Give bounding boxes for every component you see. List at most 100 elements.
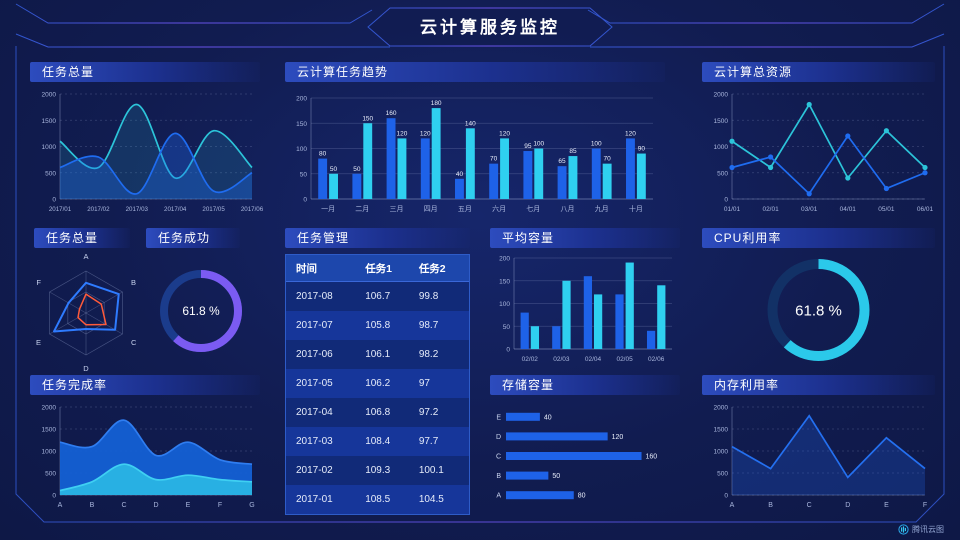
radar-grid-ring bbox=[49, 270, 123, 356]
hbar-bar bbox=[506, 412, 540, 421]
series-cyan-area bbox=[60, 104, 252, 199]
bar-value-label: 120 bbox=[625, 130, 636, 137]
y-tick-label: 1500 bbox=[714, 427, 729, 434]
table-cell: 106.2 bbox=[365, 378, 391, 389]
table-cell: 97.2 bbox=[418, 407, 439, 418]
radar-axis-label: C bbox=[131, 338, 137, 347]
series-blue-bar bbox=[583, 276, 592, 349]
bar-value-label: 180 bbox=[431, 100, 442, 107]
series-blue-bar bbox=[557, 166, 567, 199]
series-blue-line bbox=[59, 419, 253, 466]
bar-value-label: 100 bbox=[533, 141, 544, 148]
series-blue-marker bbox=[768, 154, 774, 160]
y-tick-label: 0 bbox=[724, 493, 728, 500]
panel-title-storage: 存储容量 bbox=[490, 375, 680, 395]
panel-task-management: 任务管理 时间 任务1 任务2 2017-08 106.7 99.8 2017-07 105.… bbox=[285, 228, 470, 515]
x-tick-label: 02/03 bbox=[553, 356, 570, 363]
series-blue-bar bbox=[489, 163, 499, 199]
x-tick-label: G bbox=[249, 502, 254, 509]
y-tick-label: 1500 bbox=[42, 118, 57, 125]
series-blue-marker bbox=[883, 185, 889, 192]
panel-title-memory: 内存利用率 bbox=[702, 375, 935, 395]
table-cell: 105.8 bbox=[365, 320, 391, 331]
hbar-value-label: 80 bbox=[578, 493, 586, 500]
y-tick-label: 200 bbox=[296, 96, 307, 103]
y-tick-label: 0 bbox=[52, 197, 56, 204]
x-tick-label: D bbox=[845, 502, 850, 509]
x-tick-label: 三月 bbox=[390, 205, 404, 213]
header-line-right-upper bbox=[587, 3, 945, 24]
series-blue-marker bbox=[845, 133, 851, 139]
bar-value-label: 150 bbox=[362, 115, 373, 122]
series-orange-polygon bbox=[77, 293, 107, 326]
x-tick-label: 02/06 bbox=[648, 356, 665, 363]
task-success-donut: 61.8 % bbox=[160, 270, 242, 352]
table-header-cell: 时间 bbox=[296, 262, 317, 275]
bar-value-label: 120 bbox=[499, 130, 510, 137]
hbar-value-label: 50 bbox=[552, 473, 560, 480]
table-row: 2017-04 106.8 97.2 bbox=[286, 398, 469, 427]
header-line-left-lower bbox=[15, 33, 390, 48]
x-tick-label: 06/01 bbox=[917, 206, 934, 213]
x-tick-label: 五月 bbox=[458, 205, 472, 213]
series-blue-bar bbox=[520, 312, 529, 349]
table-cell: 2017-04 bbox=[296, 407, 333, 418]
table-row: 2017-05 106.2 97 bbox=[286, 369, 469, 398]
hbar-category-label: E bbox=[496, 414, 501, 421]
panel-title-completion: 任务完成率 bbox=[30, 375, 260, 395]
table-cell: 2017-06 bbox=[296, 349, 333, 360]
completion-chart: 0 500 1000 1500 2000 A B C D E F G bbox=[42, 405, 255, 510]
x-tick-label: 2017/03 bbox=[126, 206, 149, 213]
table-cell: 97.7 bbox=[418, 436, 439, 447]
bar-value-label: 120 bbox=[420, 130, 431, 137]
series-blue-bar bbox=[352, 173, 362, 199]
tasks-radar-chart: A B C D E F bbox=[36, 252, 137, 373]
radar-axis-label: E bbox=[36, 338, 41, 347]
bar-value-label: 120 bbox=[397, 130, 408, 137]
series-blue-bar bbox=[386, 118, 396, 199]
x-tick-label: F bbox=[923, 502, 927, 509]
radar-axis-label: A bbox=[83, 252, 88, 261]
radar-axis-label: B bbox=[131, 278, 136, 287]
table-header-cell: 任务2 bbox=[418, 262, 446, 275]
series-cyan-bar bbox=[562, 280, 571, 349]
x-tick-label: 02/04 bbox=[585, 356, 602, 363]
panel-task-trend: 云计算任务趋势 0 50 100 150 200 一月 二月 三月 四月 五月 六月 七月 八月 九月 十月… bbox=[285, 62, 665, 214]
x-tick-label: 2017/06 bbox=[241, 206, 264, 213]
series-cyan-bar bbox=[363, 123, 373, 199]
y-tick-label: 0 bbox=[52, 493, 56, 500]
series-blue-area bbox=[732, 415, 925, 495]
x-tick-label: A bbox=[58, 502, 63, 509]
table-cell: 2017-07 bbox=[296, 320, 333, 331]
y-tick-label: 1000 bbox=[42, 449, 57, 456]
panel-cloud-resources: 云计算总资源 0 500 1000 1500 2000 01/01 02/01 03/01 04… bbox=[702, 62, 935, 214]
cloud-resources-chart: 0 500 1000 1500 2000 01/01 02/01 03/01 04/01 05/0… bbox=[714, 92, 934, 214]
hbar-value-label: 160 bbox=[646, 454, 658, 461]
donut-value-label: 61.8 % bbox=[795, 302, 842, 319]
x-tick-label: 九月 bbox=[595, 204, 609, 213]
series-cyan-bar bbox=[568, 156, 578, 199]
y-tick-label: 500 bbox=[717, 471, 728, 478]
panel-tasks-total: 任务总量 0 500 1000 1500 2000 2017/01 2017/02 2017/… bbox=[30, 62, 264, 214]
series-blue-marker bbox=[729, 164, 735, 171]
series-blue-line bbox=[731, 134, 926, 196]
series-cyan-bar bbox=[329, 173, 338, 199]
series-cyan-bar bbox=[594, 294, 603, 349]
header-line-right-lower bbox=[590, 33, 945, 48]
series-cyan-line bbox=[731, 102, 926, 180]
x-tick-label: 八月 bbox=[561, 205, 575, 213]
bar-value-label: 40 bbox=[456, 171, 464, 178]
panel-title-task-trend: 云计算任务趋势 bbox=[285, 62, 665, 82]
panel-title-tasks-total: 任务总量 bbox=[30, 62, 260, 82]
series-blue-marker bbox=[806, 191, 812, 197]
table-row: 2017-03 108.4 97.7 bbox=[286, 427, 469, 456]
series-cyan-marker bbox=[729, 138, 735, 144]
series-blue-area bbox=[60, 133, 252, 199]
cpu-donut: 61.8 % bbox=[767, 259, 870, 361]
storage-chart: E 40 D 120 C 160 B 50 A 80 bbox=[496, 412, 658, 500]
panel-cpu: CPU利用率 61.8 % bbox=[702, 228, 935, 370]
donut-arc bbox=[160, 270, 242, 352]
table-cell: 2017-05 bbox=[296, 378, 333, 389]
table-cell: 108.4 bbox=[365, 436, 391, 447]
x-tick-label: 四月 bbox=[424, 205, 438, 213]
